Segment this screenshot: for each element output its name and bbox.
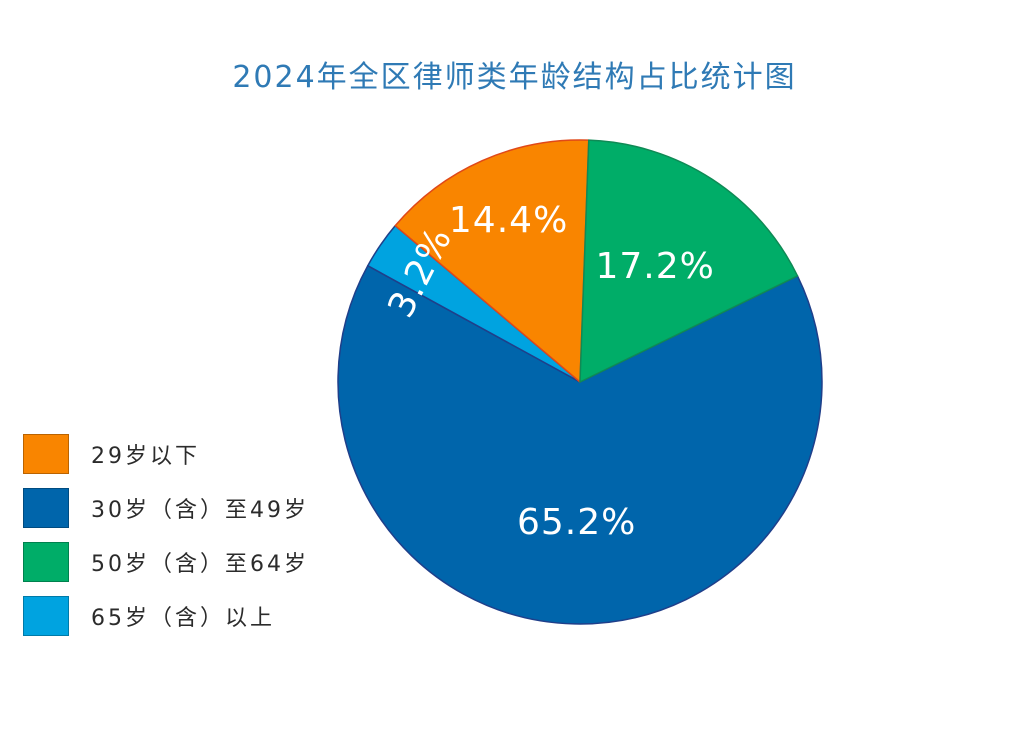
legend-label: 30岁（含）至49岁 bbox=[91, 498, 309, 523]
pie-slice-label: 17.2% bbox=[596, 246, 715, 287]
pie-slice-label: 14.4% bbox=[449, 200, 568, 241]
legend-item: 30岁（含）至49岁 bbox=[23, 487, 309, 529]
legend-label: 65岁（含）以上 bbox=[91, 606, 275, 631]
legend-label: 50岁（含）至64岁 bbox=[91, 552, 309, 577]
legend-item: 29岁以下 bbox=[23, 433, 309, 475]
legend-label: 29岁以下 bbox=[91, 444, 200, 469]
pie-slice bbox=[579, 139, 799, 383]
legend-item: 50岁（含）至64岁 bbox=[23, 541, 309, 583]
legend-swatch bbox=[23, 596, 69, 636]
legend-swatch bbox=[23, 488, 69, 528]
pie-slice bbox=[394, 139, 590, 383]
legend-swatch bbox=[23, 434, 69, 474]
pie-slices bbox=[337, 139, 823, 625]
legend: 29岁以下 30岁（含）至49岁 50岁（含）至64岁 65岁（含）以上 bbox=[23, 433, 309, 649]
chart-title: 2024年全区律师类年龄结构占比统计图 bbox=[232, 60, 797, 95]
pie-slice-label: 65.2% bbox=[517, 502, 636, 543]
legend-item: 65岁（含）以上 bbox=[23, 595, 309, 637]
pie-slice bbox=[337, 264, 823, 625]
legend-swatch bbox=[23, 542, 69, 582]
